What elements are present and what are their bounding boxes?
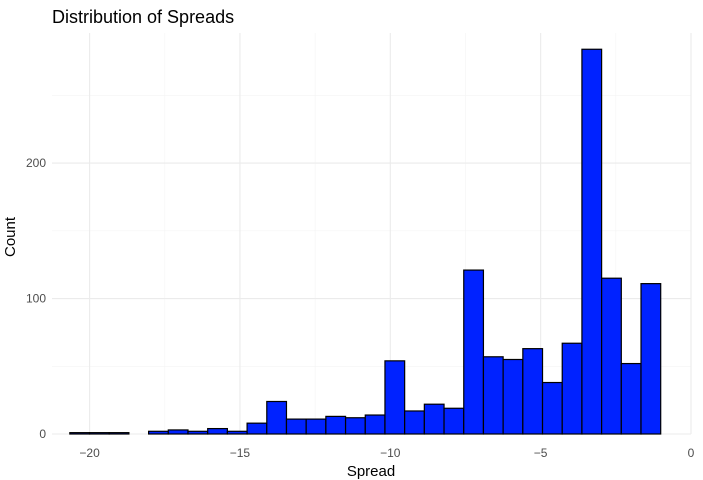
x-tick-label: −20 xyxy=(79,446,100,460)
histogram-bar xyxy=(88,432,110,435)
histogram-bar xyxy=(325,415,347,435)
x-axis-title: Spread xyxy=(347,463,395,480)
histogram-bar xyxy=(108,432,130,435)
histogram-bar xyxy=(561,342,583,435)
histogram-bar xyxy=(305,418,327,435)
histogram-bar xyxy=(404,410,425,435)
histogram-bar xyxy=(148,430,169,435)
histogram-bar xyxy=(69,432,91,435)
histogram-bar xyxy=(246,422,268,435)
x-axis-ticks: −20 −15 −10 −5 0 xyxy=(79,446,694,460)
histogram-bar xyxy=(423,403,445,435)
x-tick-label: −5 xyxy=(534,446,548,460)
histogram-bar xyxy=(502,358,524,435)
histogram-bar xyxy=(226,430,248,435)
histogram-bar xyxy=(443,407,465,435)
x-tick-label: −10 xyxy=(380,446,401,460)
histogram-bar xyxy=(167,429,189,435)
histogram-bar xyxy=(640,283,662,435)
y-axis-ticks: 0 100 200 xyxy=(26,156,46,441)
histogram-bar xyxy=(541,381,563,435)
histogram-bar xyxy=(482,356,504,435)
histogram-bar xyxy=(581,48,603,435)
histogram-bar xyxy=(463,269,485,435)
histogram-bar xyxy=(384,360,406,435)
y-tick-label: 100 xyxy=(26,292,46,306)
y-axis-title: Count xyxy=(2,216,19,257)
y-tick-label: 200 xyxy=(26,156,46,170)
histogram-bar xyxy=(207,427,228,435)
x-tick-label: 0 xyxy=(688,446,695,460)
histogram-bar xyxy=(285,418,307,435)
chart-title: Distribution of Spreads xyxy=(52,7,234,27)
histogram-bar xyxy=(187,430,209,435)
histogram-bar xyxy=(620,362,642,435)
x-tick-label: −15 xyxy=(230,446,251,460)
histogram-bar xyxy=(266,400,288,435)
bars xyxy=(69,48,662,435)
histogram-bar xyxy=(364,414,386,435)
histogram-bar xyxy=(522,348,544,435)
histogram-bar xyxy=(601,277,622,435)
y-tick-label: 0 xyxy=(39,427,46,441)
histogram-bar xyxy=(344,417,366,435)
